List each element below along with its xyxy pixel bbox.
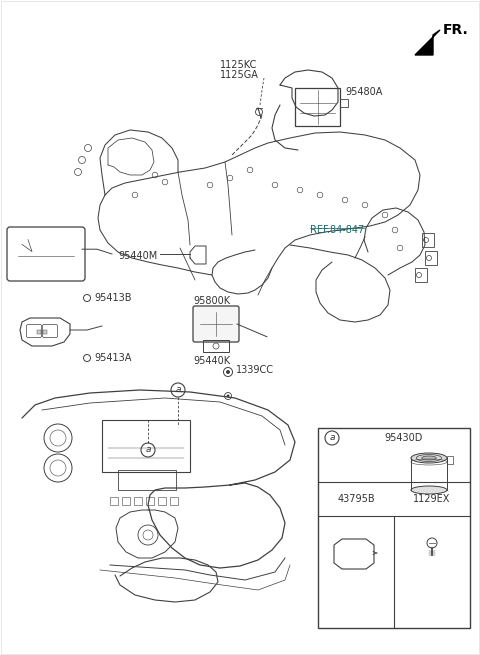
Text: 1125KC: 1125KC: [220, 60, 257, 70]
Text: 95413A: 95413A: [94, 353, 132, 363]
Text: REF.84-847: REF.84-847: [310, 225, 364, 235]
Text: a: a: [175, 386, 181, 394]
Text: a: a: [329, 434, 335, 443]
Text: FR.: FR.: [443, 23, 469, 37]
Bar: [425, 251, 437, 265]
Circle shape: [226, 370, 230, 374]
FancyBboxPatch shape: [193, 306, 239, 342]
Bar: [318, 428, 470, 628]
Bar: [447, 456, 453, 464]
Circle shape: [227, 394, 229, 398]
Bar: [37, 330, 41, 334]
Text: 1125GA: 1125GA: [220, 70, 259, 80]
Text: 95440M: 95440M: [119, 251, 158, 261]
Bar: [203, 340, 229, 352]
Text: 1339CC: 1339CC: [236, 365, 274, 375]
Bar: [158, 497, 166, 505]
Ellipse shape: [422, 456, 436, 460]
Bar: [43, 330, 47, 334]
Polygon shape: [415, 30, 440, 55]
Bar: [122, 497, 130, 505]
Text: 95800K: 95800K: [193, 296, 230, 306]
Text: 95440K: 95440K: [193, 356, 230, 366]
Bar: [134, 497, 142, 505]
Bar: [415, 268, 427, 282]
Ellipse shape: [411, 453, 447, 463]
Text: 1129EX: 1129EX: [413, 494, 451, 504]
Bar: [118, 470, 176, 490]
Text: 95430D: 95430D: [385, 433, 423, 443]
Bar: [295, 88, 340, 126]
Text: 95480A: 95480A: [345, 87, 383, 97]
Text: a: a: [145, 445, 151, 455]
Bar: [170, 497, 178, 505]
Bar: [102, 420, 190, 472]
Text: 43795B: 43795B: [337, 494, 375, 504]
Bar: [146, 497, 154, 505]
Ellipse shape: [411, 486, 447, 494]
Bar: [422, 233, 434, 247]
Text: 95413B: 95413B: [94, 293, 132, 303]
Bar: [110, 497, 118, 505]
